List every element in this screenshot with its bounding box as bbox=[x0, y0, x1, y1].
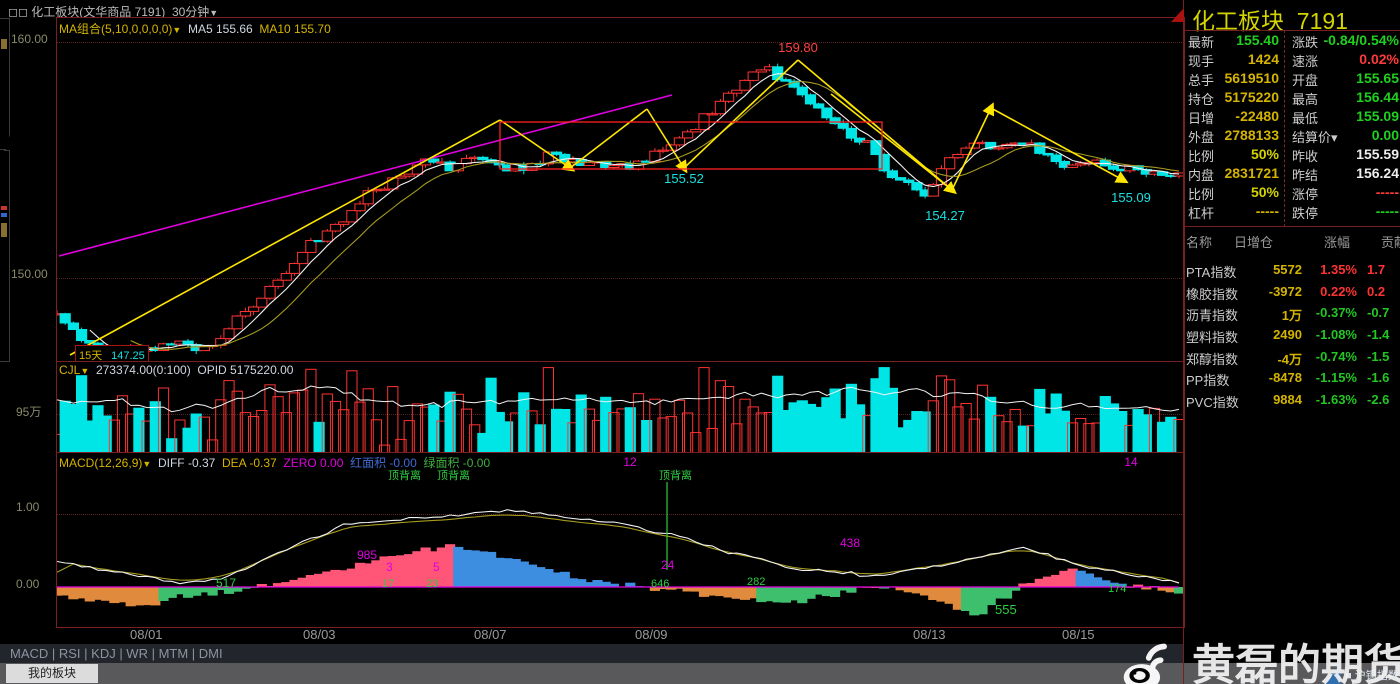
svg-text:23: 23 bbox=[426, 578, 438, 590]
svg-text:12: 12 bbox=[623, 455, 637, 469]
svg-text:159.80: 159.80 bbox=[778, 40, 818, 55]
svg-text:174: 174 bbox=[1108, 583, 1126, 595]
svg-text:438: 438 bbox=[840, 536, 860, 550]
svg-text:985: 985 bbox=[357, 548, 377, 562]
svg-text:155.09: 155.09 bbox=[1111, 190, 1151, 205]
svg-text:顶背离: 顶背离 bbox=[388, 468, 421, 482]
svg-text:17: 17 bbox=[382, 578, 394, 590]
svg-text:155.52: 155.52 bbox=[664, 171, 704, 186]
svg-text:24: 24 bbox=[661, 558, 675, 572]
svg-text:14: 14 bbox=[1124, 455, 1138, 469]
svg-text:154.27: 154.27 bbox=[925, 208, 965, 223]
svg-text:555: 555 bbox=[995, 602, 1017, 617]
svg-text:517: 517 bbox=[216, 576, 236, 590]
svg-text:3: 3 bbox=[386, 560, 393, 574]
svg-text:顶背离: 顶背离 bbox=[437, 468, 470, 482]
svg-text:5: 5 bbox=[433, 560, 440, 574]
svg-text:顶背离: 顶背离 bbox=[659, 468, 692, 482]
svg-text:646: 646 bbox=[651, 578, 669, 590]
svg-text:282: 282 bbox=[747, 576, 765, 588]
